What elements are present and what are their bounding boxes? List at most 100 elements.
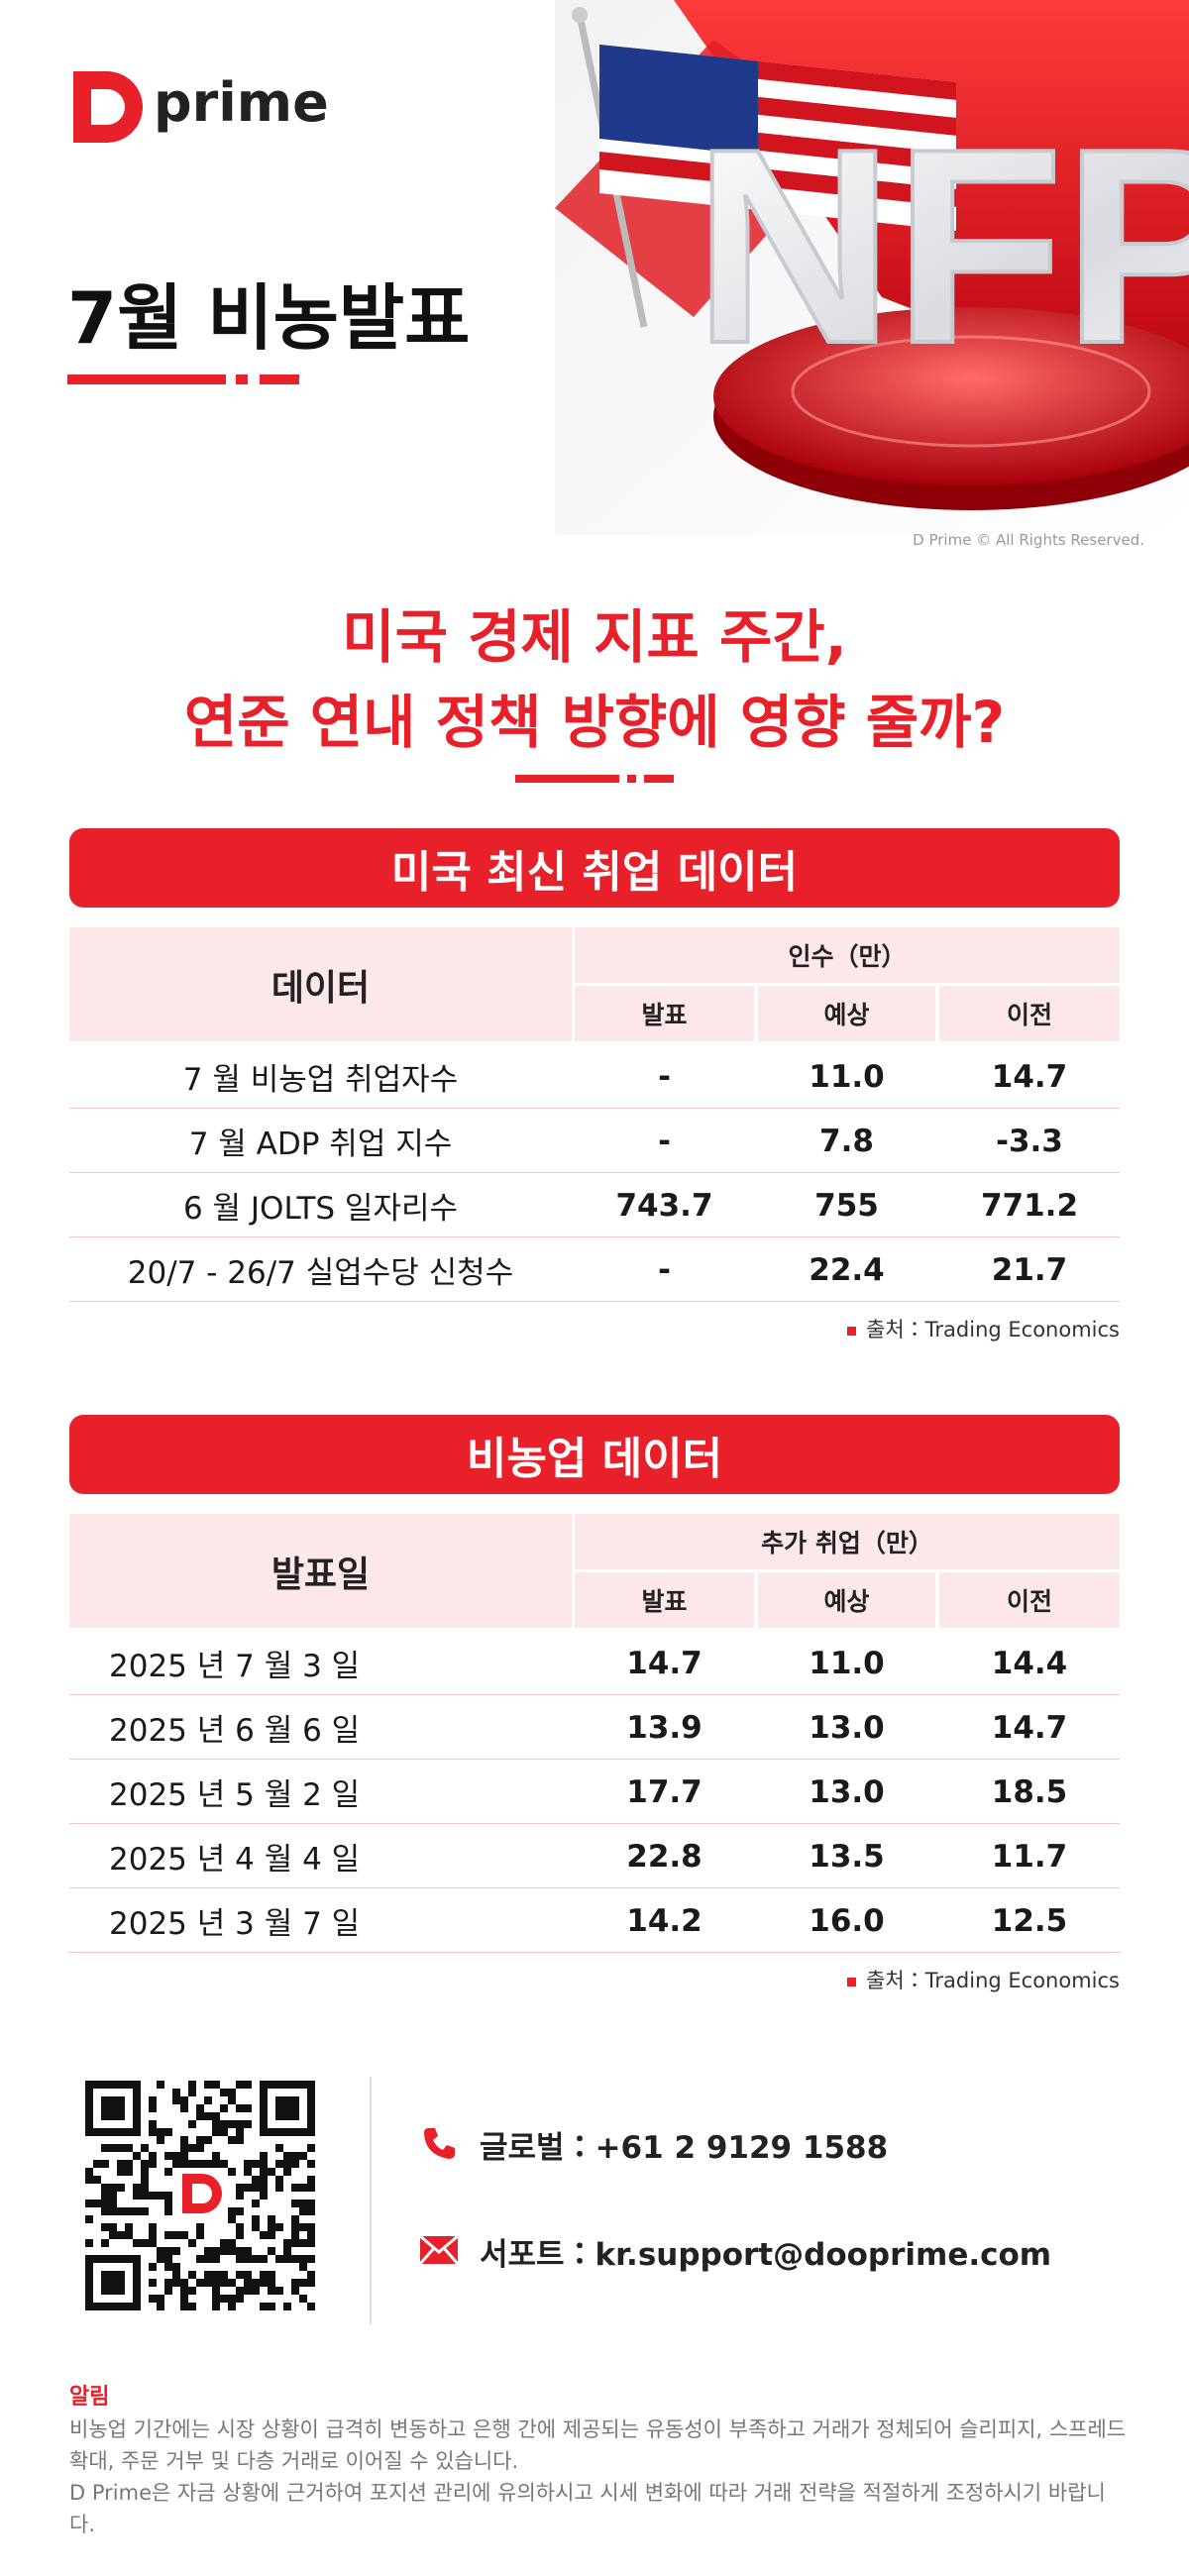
row-value: -: [658, 1251, 671, 1288]
qr-module: [291, 2200, 299, 2207]
qr-module: [188, 2089, 196, 2096]
qr-module: [236, 2192, 244, 2200]
qr-module: [307, 2279, 315, 2287]
qr-module: [252, 2287, 260, 2295]
qr-module: [283, 2160, 291, 2168]
qr-module: [244, 2160, 252, 2168]
hero-graphic: NFP: [555, 0, 1189, 535]
qr-module: [244, 2081, 252, 2089]
qr-module: [133, 2192, 141, 2200]
row-value: 14.4: [991, 1645, 1068, 1681]
qr-module: [149, 2128, 157, 2136]
qr-module: [252, 2223, 260, 2231]
qr-module: [283, 2168, 291, 2176]
qr-module: [157, 2295, 164, 2303]
row-label: 2025 년 6 월 6 일: [109, 1713, 361, 1749]
qr-module: [172, 2231, 180, 2239]
qr-module: [180, 2144, 188, 2152]
qr-module: [291, 2255, 299, 2263]
qr-module: [228, 2120, 236, 2128]
qr-module: [164, 2192, 172, 2200]
qr-module: [228, 2215, 236, 2223]
qr-module: [252, 2160, 260, 2168]
qr-module: [244, 2287, 252, 2295]
qr-module: [307, 2160, 315, 2168]
qr-module: [196, 2255, 204, 2263]
qr-module: [101, 2239, 109, 2247]
qr-module: [212, 2120, 220, 2128]
qr-module: [268, 2223, 275, 2231]
row-value: 755: [814, 1187, 879, 1224]
qr-module: [204, 2271, 212, 2279]
row-label: 6 월 JOLTS 일자리수: [182, 1191, 459, 1227]
row-value: -: [658, 1123, 671, 1159]
qr-module: [275, 2096, 299, 2120]
qr-module: [180, 2295, 188, 2303]
qr-module: [85, 2215, 93, 2223]
qr-module: [141, 2168, 149, 2176]
qr-module: [188, 2239, 196, 2247]
qr-module: [268, 2279, 275, 2287]
qr-module: [283, 2239, 291, 2247]
qr-module: [268, 2231, 275, 2239]
qr-module: [164, 2207, 172, 2215]
qr-module: [125, 2160, 133, 2168]
qr-module: [299, 2255, 307, 2263]
qr-module: [307, 2303, 315, 2310]
qr-module: [101, 2192, 109, 2200]
row-value: -: [658, 1058, 671, 1095]
row-value: 13.5: [809, 1838, 885, 1875]
qr-module: [307, 2200, 315, 2207]
qr-module: [101, 2271, 125, 2295]
row-value: 771.2: [980, 1187, 1079, 1224]
row-value: 11.0: [809, 1645, 885, 1681]
qr-module: [228, 2089, 236, 2096]
qr-module: [204, 2279, 212, 2287]
qr-module: [236, 2128, 244, 2136]
row-label: 2025 년 3 월 7 일: [109, 1906, 361, 1942]
qr-module: [260, 2152, 268, 2160]
qr-module: [141, 2144, 149, 2152]
qr-module: [291, 2239, 299, 2247]
qr-module: [268, 2168, 275, 2176]
notice-title: 알림: [69, 2385, 110, 2410]
row-value: 14.7: [991, 1709, 1068, 1746]
qr-module: [228, 2207, 236, 2215]
qr-module: [260, 2231, 268, 2239]
qr-module: [260, 2176, 268, 2184]
qr-module: [260, 2192, 268, 2200]
qr-module: [196, 2223, 204, 2231]
row-value: 11.0: [809, 1058, 885, 1095]
qr-module: [196, 2112, 204, 2120]
qr-module: [157, 2081, 164, 2089]
qr-module: [299, 2223, 307, 2231]
qr-module: [109, 2207, 117, 2215]
qr-module: [180, 2279, 188, 2287]
qr-module: [236, 2081, 244, 2089]
qr-module: [141, 2176, 149, 2184]
copyright: D Prime © All Rights Reserved.: [913, 531, 1144, 549]
row-label: 7 월 비농업 취업자수: [182, 1062, 459, 1098]
qr-module: [228, 2247, 236, 2255]
mail-icon: [419, 2235, 459, 2265]
qr-module: [244, 2271, 252, 2279]
qr-module: [228, 2279, 236, 2287]
row-value: 16.0: [809, 1902, 885, 1939]
qr-module: [228, 2136, 236, 2144]
qr-module: [244, 2104, 252, 2112]
qr-module: [283, 2152, 291, 2160]
qr-module: [204, 2247, 212, 2255]
qr-module: [164, 2128, 172, 2136]
qr-module: [180, 2136, 188, 2144]
header-column: 이전: [939, 1572, 1120, 1628]
qr-module: [291, 2184, 299, 2192]
qr-module: [244, 2279, 252, 2287]
qr-module: [188, 2120, 196, 2128]
headline-underline: [515, 775, 619, 783]
qr-module: [299, 2263, 307, 2271]
qr-module: [252, 2215, 260, 2223]
qr-module: [180, 2287, 188, 2295]
qr-module: [244, 2168, 252, 2176]
qr-module: [157, 2136, 164, 2144]
